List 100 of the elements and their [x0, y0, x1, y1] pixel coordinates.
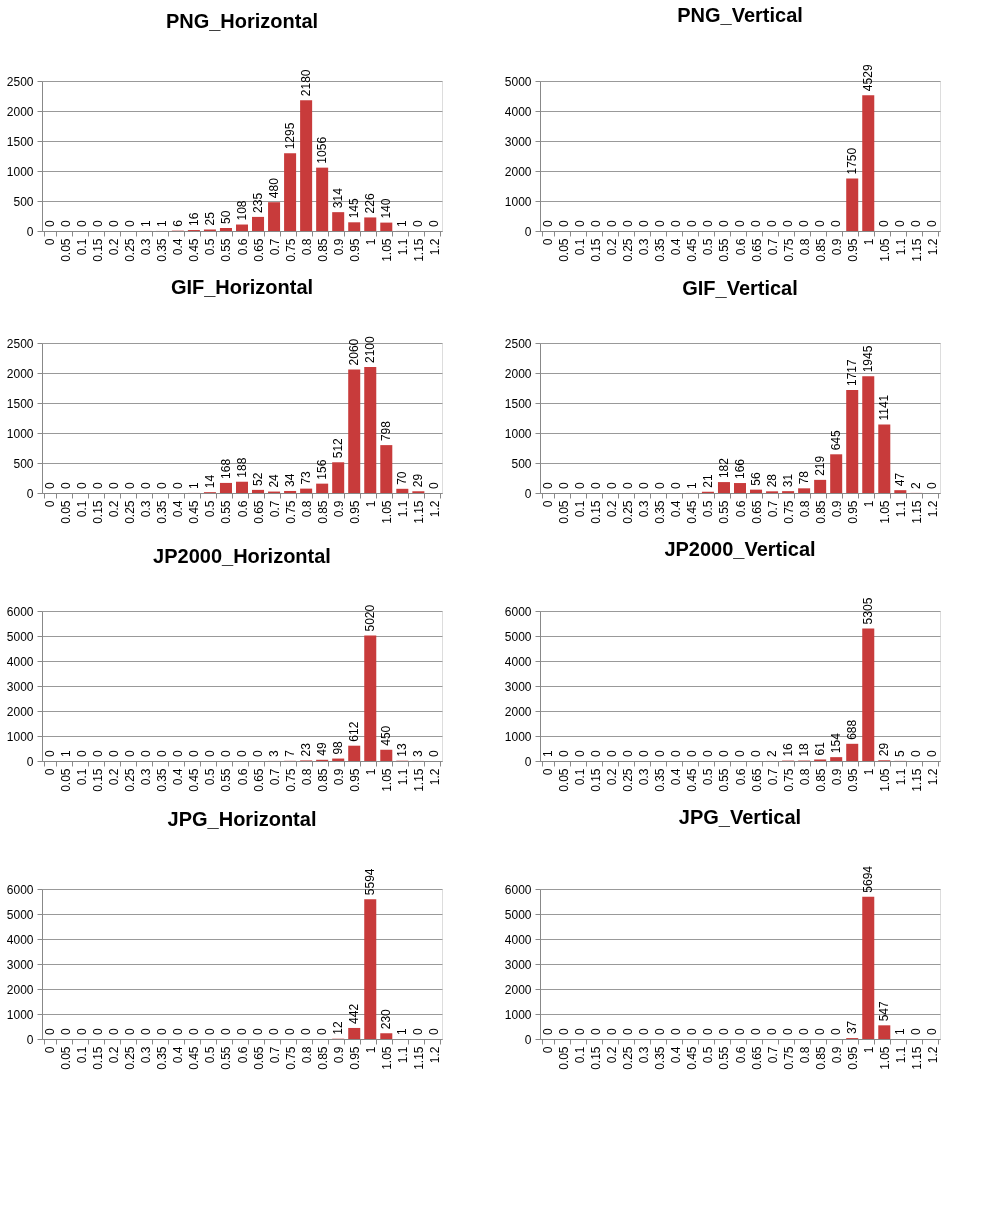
data-label: 0: [251, 750, 266, 757]
x-tick-label: 1.15: [909, 1046, 924, 1070]
bar: [396, 488, 409, 493]
x-tick-label: 1.2: [925, 768, 940, 786]
x-tick-label: 1.1: [395, 238, 410, 256]
data-label: 0: [556, 1028, 571, 1035]
data-label: 0: [170, 750, 185, 757]
data-label: 0: [700, 1028, 715, 1035]
data-label: 188: [235, 457, 249, 478]
data-label: 0: [202, 750, 217, 757]
y-tick-label: 2000: [504, 164, 532, 179]
data-label: 0: [636, 220, 651, 227]
y-tick-label: 2000: [504, 704, 532, 719]
x-tick-label: 0.95: [347, 500, 362, 524]
x-tick-label: 0.05: [557, 1046, 572, 1070]
x-tick-label: 0.75: [781, 500, 796, 524]
x-tick-label: 0.1: [75, 500, 90, 518]
data-label: 0: [620, 750, 635, 757]
y-tick-label: 6000: [504, 882, 532, 897]
data-label: 28: [765, 473, 780, 488]
data-label: 0: [604, 482, 619, 489]
bar: [235, 481, 249, 493]
data-label: 450: [379, 725, 394, 746]
x-tick-label: 1.2: [925, 238, 940, 256]
x-tick-label: 0.05: [59, 1046, 74, 1070]
data-label: 0: [716, 1028, 731, 1035]
data-label: 0: [700, 220, 715, 227]
bar: [348, 369, 361, 493]
x-tick-label: 0.15: [589, 238, 604, 262]
x-tick-label: 0: [43, 238, 58, 246]
x-tick-label: 1.1: [395, 1046, 410, 1064]
data-label: 0: [684, 220, 699, 227]
x-tick-label: 0.05: [557, 500, 572, 524]
x-tick-label: 0.55: [717, 238, 732, 262]
x-tick-label: 0.15: [91, 500, 106, 524]
bar: [348, 1027, 361, 1039]
data-label: 0: [106, 750, 121, 757]
data-label: 5594: [363, 868, 378, 896]
data-label: 0: [652, 1028, 667, 1035]
x-tick-label: 0.75: [283, 1046, 298, 1070]
x-tick-label: 0.95: [347, 1046, 362, 1070]
data-label: 1: [395, 219, 410, 227]
x-tick-label: 0.05: [59, 238, 74, 262]
data-label: 219: [813, 455, 828, 476]
y-tick-label: 2000: [6, 704, 34, 719]
data-label: 145: [347, 197, 362, 219]
x-tick-label: 0.45: [187, 500, 202, 524]
y-tick-label: 500: [13, 456, 34, 471]
data-label: 47: [893, 472, 908, 487]
x-tick-label: 1.05: [379, 1046, 394, 1070]
y-tick-label: 2500: [6, 74, 34, 89]
x-tick-label: 0.2: [605, 1046, 620, 1064]
bar: [364, 217, 377, 231]
x-tick-label: 0.15: [91, 1046, 106, 1070]
x-tick-label: 0.15: [589, 500, 604, 524]
x-tick-label: 0.3: [139, 1046, 154, 1064]
data-label: 0: [58, 482, 73, 489]
data-label: 49: [315, 742, 330, 756]
data-label: 0: [572, 1028, 587, 1035]
data-label: 1: [540, 749, 555, 757]
data-label: 21: [700, 474, 715, 488]
data-label: 166: [733, 458, 747, 480]
bar: [830, 454, 843, 493]
data-label: 0: [668, 482, 683, 489]
x-tick-label: 0.8: [797, 238, 812, 256]
x-tick-label: 0: [43, 768, 58, 776]
x-tick-label: 0.1: [573, 1046, 588, 1064]
y-tick-label: 2000: [504, 366, 532, 381]
data-label: 230: [379, 1008, 394, 1030]
x-tick-label: 0.3: [139, 238, 154, 256]
x-tick-label: 1.1: [893, 1046, 908, 1064]
data-label: 5694: [861, 865, 876, 893]
y-tick-label: 3000: [6, 679, 34, 694]
x-tick-label: 0: [43, 1046, 58, 1054]
x-tick-label: 0.65: [251, 768, 266, 792]
x-tick-label: 0.65: [749, 500, 764, 524]
x-tick-label: 1.2: [427, 238, 442, 256]
data-label: 156: [315, 459, 330, 480]
data-label: 0: [829, 1028, 844, 1035]
data-label: 16: [781, 742, 796, 757]
data-label: 52: [251, 472, 266, 486]
x-tick-label: 0.5: [203, 238, 218, 256]
y-tick-label: 500: [511, 456, 532, 471]
data-label: 0: [218, 1028, 233, 1035]
y-tick-label: 6000: [504, 604, 532, 619]
data-label: 1295: [283, 122, 298, 150]
x-tick-label: 1.2: [925, 1046, 940, 1064]
bar: [380, 1033, 393, 1039]
data-label: 0: [58, 1028, 73, 1035]
data-label: 2060: [347, 338, 362, 366]
x-tick-label: 0.8: [797, 768, 812, 786]
x-tick-label: 0.4: [171, 500, 186, 518]
y-tick-label: 1500: [6, 396, 34, 411]
data-label: 0: [138, 1028, 153, 1035]
data-label: 1750: [845, 147, 860, 175]
x-tick-label: 0.35: [155, 768, 170, 792]
data-label: 0: [74, 1028, 89, 1035]
x-tick-label: 0.6: [235, 1046, 250, 1064]
x-tick-label: 1.15: [411, 1046, 426, 1070]
x-tick-label: 0.25: [123, 768, 138, 792]
